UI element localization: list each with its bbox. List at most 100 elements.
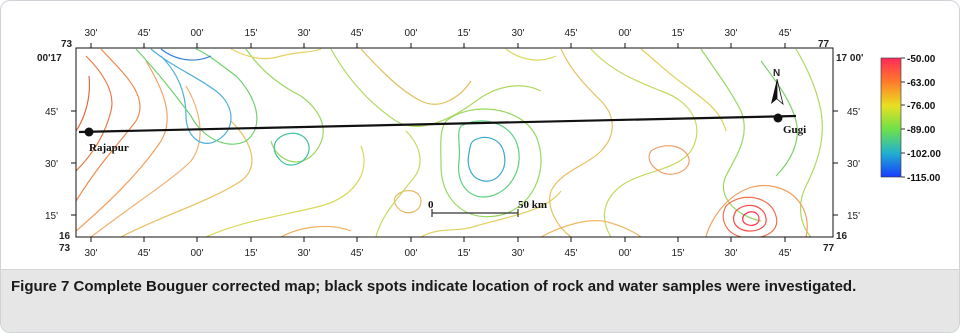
profile-line bbox=[78, 114, 797, 134]
left-lat-label: 15' bbox=[45, 211, 58, 222]
corner-top-right-deg: 77 bbox=[818, 39, 830, 50]
caption-text: Complete Bouguer corrected map; black sp… bbox=[69, 278, 857, 295]
north-arrow-icon: N bbox=[771, 68, 784, 106]
contour-line bbox=[590, 48, 698, 237]
right-lat-label: 30' bbox=[847, 159, 860, 170]
contour-line bbox=[273, 132, 310, 166]
contour-line bbox=[795, 48, 823, 237]
bottom-lon-label: 45' bbox=[778, 248, 791, 259]
contour-line bbox=[393, 189, 422, 214]
bottom-lon-label: 45' bbox=[564, 248, 577, 259]
legend-label: -63.00 bbox=[907, 78, 936, 89]
top-lon-label: 45' bbox=[137, 28, 150, 39]
map-border bbox=[75, 47, 834, 238]
figure-caption: Figure 7 Complete Bouguer corrected map;… bbox=[11, 276, 951, 298]
contour-line bbox=[205, 145, 365, 237]
left-lat-label: 30' bbox=[45, 159, 58, 170]
contour-line bbox=[722, 196, 778, 237]
contour-line bbox=[742, 211, 760, 226]
scale-bar-end-label: 50 km bbox=[518, 199, 547, 211]
contour-line bbox=[733, 204, 767, 232]
contour-line bbox=[120, 120, 253, 237]
contour-line bbox=[76, 75, 91, 132]
contour-line bbox=[135, 48, 258, 145]
bottom-lon-label: 30' bbox=[511, 248, 524, 259]
right-lat-label: 45' bbox=[847, 107, 860, 118]
sample-point-gugi bbox=[773, 113, 783, 123]
contour-line bbox=[467, 136, 506, 182]
top-longitude-labels: 30' 45' 00' 15' 30' 45' 00' 15' 30' 45' … bbox=[84, 28, 791, 39]
sample-point-rajapur bbox=[84, 127, 94, 137]
contour-line bbox=[458, 120, 520, 198]
axis-ticks bbox=[71, 43, 838, 242]
contour-lines bbox=[76, 48, 823, 237]
corner-bottom-left-lat: 16 bbox=[59, 231, 71, 242]
legend-label: -89.00 bbox=[907, 125, 936, 136]
right-lat-label: 15' bbox=[847, 211, 860, 222]
contour-line bbox=[640, 48, 727, 132]
right-latitude-labels: 45' 30' 15' bbox=[847, 107, 860, 222]
top-lon-label: 00' bbox=[404, 28, 417, 39]
contour-line bbox=[760, 60, 798, 177]
top-lon-label: 30' bbox=[297, 28, 310, 39]
legend-label: -50.00 bbox=[907, 54, 936, 65]
contour-line bbox=[505, 48, 557, 61]
contour-line bbox=[330, 48, 542, 127]
contour-line bbox=[360, 48, 472, 105]
contour-line bbox=[700, 48, 762, 222]
top-lon-label: 15' bbox=[671, 28, 684, 39]
corner-top-left-deg: 73 bbox=[61, 39, 73, 50]
place-label-rajapur: Rajapur bbox=[89, 142, 129, 154]
corner-bottom-right-lat: 16 bbox=[836, 231, 848, 242]
bottom-longitude-labels: 30' 45' 00' 15' 30' 45' 00' 15' 30' 45' … bbox=[84, 248, 791, 259]
contour-line bbox=[648, 145, 690, 175]
bottom-lon-label: 00' bbox=[618, 248, 631, 259]
scale-bar-start-label: 0 bbox=[428, 199, 434, 211]
caption-label: Figure 7 bbox=[11, 278, 70, 295]
top-lon-label: 45' bbox=[778, 28, 791, 39]
bottom-lon-label: 15' bbox=[671, 248, 684, 259]
bouguer-map-figure: 30' 45' 00' 15' 30' 45' 00' 15' 30' 45' … bbox=[37, 28, 941, 259]
top-lon-label: 45' bbox=[564, 28, 577, 39]
bottom-lon-label: 30' bbox=[724, 248, 737, 259]
top-lon-label: 00' bbox=[190, 28, 203, 39]
legend-label: -102.00 bbox=[907, 149, 941, 160]
contour-line bbox=[705, 185, 808, 237]
contour-line bbox=[90, 85, 201, 237]
corner-top-right-lat: 17 00' bbox=[836, 53, 863, 64]
top-lon-label: 15' bbox=[244, 28, 257, 39]
contour-line bbox=[420, 190, 562, 237]
corner-top-left-lat: 00'17 bbox=[37, 53, 62, 64]
bottom-lon-label: 30' bbox=[84, 248, 97, 259]
bottom-lon-label: 15' bbox=[457, 248, 470, 259]
contour-line bbox=[230, 48, 322, 60]
bottom-lon-label: 00' bbox=[404, 248, 417, 259]
bottom-lon-label: 15' bbox=[244, 248, 257, 259]
corner-bottom-left-deg: 73 bbox=[59, 243, 71, 254]
bottom-lon-label: 45' bbox=[137, 248, 150, 259]
bottom-lon-label: 45' bbox=[350, 248, 363, 259]
contour-line bbox=[76, 55, 113, 172]
left-latitude-labels: 45' 30' 15' bbox=[45, 107, 58, 222]
top-lon-label: 30' bbox=[724, 28, 737, 39]
top-lon-label: 15' bbox=[457, 28, 470, 39]
legend-label: -76.00 bbox=[907, 101, 936, 112]
top-lon-label: 45' bbox=[350, 28, 363, 39]
corner-bottom-right-deg: 77 bbox=[823, 243, 835, 254]
top-lon-label: 30' bbox=[84, 28, 97, 39]
left-lat-label: 45' bbox=[45, 107, 58, 118]
bottom-lon-label: 00' bbox=[190, 248, 203, 259]
contour-line bbox=[76, 48, 141, 202]
legend-color-bar bbox=[880, 57, 902, 178]
contour-line bbox=[540, 220, 642, 237]
scale-bar: 0 50 km bbox=[428, 199, 547, 217]
place-label-gugi: Gugi bbox=[783, 124, 806, 136]
contour-line bbox=[76, 60, 168, 232]
north-label: N bbox=[773, 68, 780, 79]
contour-line bbox=[245, 48, 324, 163]
contour-line bbox=[549, 48, 613, 237]
legend-label: -115.00 bbox=[907, 173, 941, 184]
color-legend: -50.00 -63.00 -76.00 -89.00 -102.00 -115… bbox=[880, 54, 941, 184]
contour-line bbox=[160, 48, 212, 61]
